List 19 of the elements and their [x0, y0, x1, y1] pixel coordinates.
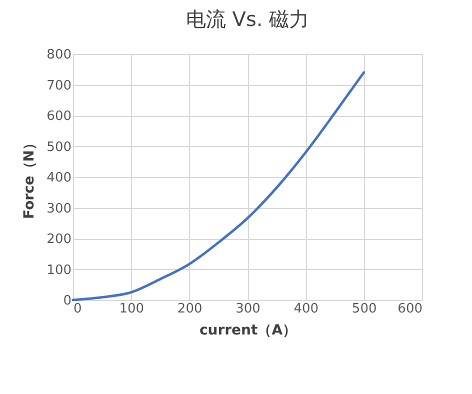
- y-tick-label: 500: [46, 140, 72, 155]
- x-tick-label: 100: [119, 302, 144, 316]
- x-tick-label: 0: [74, 302, 82, 316]
- x-tick-label: 400: [294, 302, 319, 316]
- line-series: [72, 71, 366, 302]
- y-tick-label: 300: [46, 201, 72, 216]
- x-tick-label: 600: [398, 302, 422, 316]
- y-tick-label: 700: [46, 78, 72, 94]
- x-tick-label: 500: [352, 302, 377, 316]
- y-tick-label: 200: [46, 232, 72, 247]
- y-tick-label: 100: [46, 262, 72, 278]
- x-axis-title: current（A）: [199, 322, 297, 338]
- y-tick-label: 400: [46, 170, 72, 186]
- chart-title: 电流 Vs. 磁力: [186, 7, 310, 31]
- x-tick-label: 300: [236, 302, 260, 316]
- y-tick-label: 800: [46, 48, 72, 62]
- y-axis-title: Force（N）: [22, 136, 38, 220]
- x-tick-label: 200: [177, 302, 202, 316]
- y-tick-label: 600: [46, 109, 72, 124]
